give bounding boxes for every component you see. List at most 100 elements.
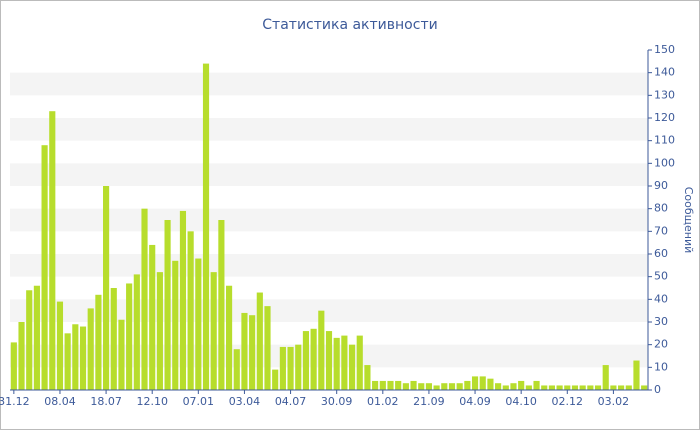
bar: [610, 385, 617, 390]
x-tick-label: 02.12: [552, 395, 584, 408]
bar: [179, 210, 187, 390]
bar: [356, 335, 363, 390]
y-tick-label: 130: [654, 88, 675, 101]
bar: [172, 260, 179, 390]
bar: [218, 220, 225, 390]
bar: [402, 383, 409, 390]
x-tick-label: 18.07: [90, 395, 122, 408]
y-tick-label: 60: [654, 247, 668, 260]
bar: [448, 383, 456, 390]
y-tick-label: 110: [654, 134, 675, 147]
y-tick-label: 150: [654, 43, 675, 56]
bar: [149, 244, 156, 390]
bar: [256, 292, 263, 390]
bar: [510, 383, 517, 390]
y-tick-label: 100: [654, 156, 675, 169]
bar: [187, 231, 194, 390]
x-tick-label: 21.09: [413, 395, 445, 408]
bar: [56, 301, 64, 390]
bar: [295, 344, 302, 390]
bar: [87, 308, 94, 390]
bar: [264, 306, 271, 390]
bar: [495, 383, 502, 390]
bar: [602, 365, 609, 390]
bar: [72, 324, 79, 390]
bar: [272, 369, 279, 390]
bar: [518, 380, 525, 390]
y-tick-label: 40: [654, 292, 668, 305]
bar: [372, 380, 379, 390]
bar: [433, 385, 440, 390]
bar: [79, 326, 87, 390]
bar: [41, 145, 48, 390]
bar: [103, 186, 110, 390]
y-tick-label: 90: [654, 179, 668, 192]
bar: [471, 376, 479, 390]
bar: [571, 385, 579, 390]
bar: [341, 335, 348, 390]
y-tick-label: 30: [654, 315, 668, 328]
bar: [364, 365, 371, 390]
y-tick-label: 0: [654, 383, 661, 396]
bar: [279, 346, 286, 390]
y-tick-label: 50: [654, 270, 668, 283]
bar: [241, 312, 248, 390]
bar: [587, 385, 594, 390]
bar: [618, 385, 625, 390]
bar: [533, 380, 540, 390]
bar: [33, 285, 40, 390]
bar: [525, 385, 532, 390]
y-tick-label: 80: [654, 202, 668, 215]
bar: [164, 220, 171, 390]
bar: [387, 380, 394, 390]
bar: [464, 380, 471, 390]
bar: [633, 360, 640, 390]
y-axis-label: Сообщений: [682, 187, 695, 254]
x-tick-label: 31.12: [0, 395, 30, 408]
x-tick-label: 04.10: [505, 395, 537, 408]
bar: [594, 385, 602, 390]
bar: [641, 385, 648, 390]
x-tick-label: 03.04: [229, 395, 261, 408]
y-tick-label: 10: [654, 360, 668, 373]
y-tick-label: 70: [654, 224, 668, 237]
y-tick-label: 20: [654, 338, 668, 351]
bar: [325, 331, 333, 390]
bar: [625, 385, 632, 390]
bar: [49, 111, 56, 390]
bar: [133, 274, 140, 390]
bar: [410, 380, 417, 390]
bar: [487, 378, 494, 390]
x-tick-label: 30.09: [321, 395, 353, 408]
bar: [249, 315, 256, 390]
chart-title: Статистика активности: [262, 17, 437, 33]
bar: [348, 344, 356, 390]
bar: [287, 346, 294, 390]
x-tick-label: 08.04: [44, 395, 76, 408]
grid-band: [10, 163, 648, 186]
bar: [379, 380, 386, 390]
bar: [225, 285, 233, 390]
bar: [10, 342, 17, 390]
bar: [26, 290, 33, 390]
grid-band: [10, 118, 648, 141]
bar: [233, 349, 240, 390]
bar: [579, 385, 586, 390]
y-tick-label: 140: [654, 66, 675, 79]
bar: [318, 310, 325, 390]
bar: [456, 383, 463, 390]
bar: [564, 385, 571, 390]
bar: [441, 383, 448, 390]
bar: [64, 333, 71, 390]
bar: [302, 331, 310, 390]
bar: [395, 380, 402, 390]
x-tick-label: 07.01: [183, 395, 215, 408]
bar: [126, 283, 133, 390]
bar: [110, 288, 117, 390]
grid-band: [10, 72, 648, 96]
bar: [541, 385, 548, 390]
x-tick-label: 03.02: [598, 395, 630, 408]
bar: [195, 258, 202, 390]
bar: [141, 208, 148, 390]
